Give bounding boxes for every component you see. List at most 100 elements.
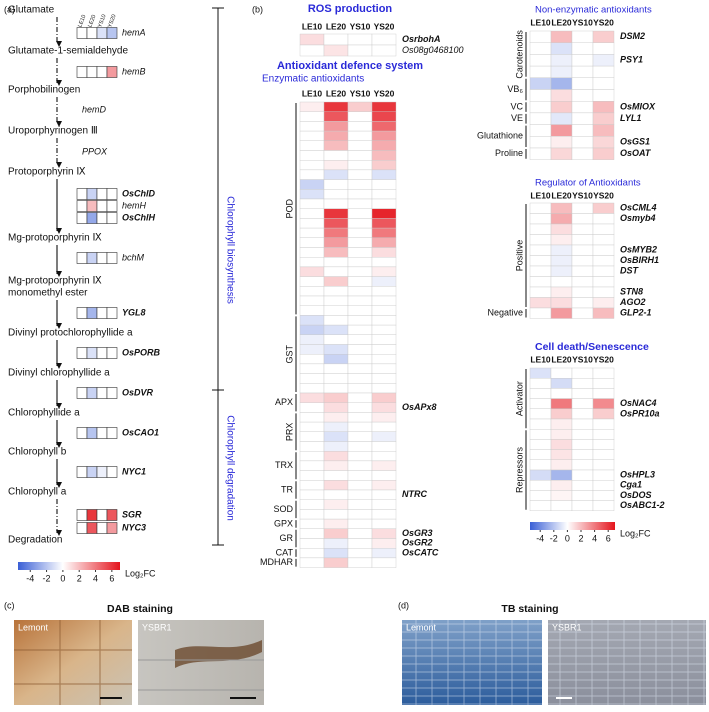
image-label: YSBR1 (142, 622, 172, 632)
compound: Divinyl chlorophyllide a (8, 368, 110, 379)
heatmap-cell (323, 518, 349, 529)
heatmap-cell (347, 324, 373, 336)
heatmap-cell (550, 378, 573, 389)
heatmap-cell (529, 100, 552, 114)
heatmap-cell (550, 136, 573, 149)
heatmap-cell (76, 212, 88, 224)
heatmap-cell (299, 111, 325, 122)
heatmap-cell (299, 499, 325, 510)
heatmap-cell (96, 188, 108, 200)
heatmap-cell (323, 237, 349, 248)
heatmap-cell (76, 427, 88, 439)
gene-label: hemH (122, 200, 147, 210)
heatmap-cell (529, 124, 552, 137)
heatmap-cell (347, 528, 373, 539)
panel-label: (d) (398, 600, 409, 610)
heatmap-cell (323, 528, 349, 539)
heatmap-cell (86, 509, 98, 521)
heatmap-cell (550, 42, 573, 55)
heatmap-cell (592, 378, 615, 389)
column-header: LE20 (326, 88, 347, 98)
heatmap-cell (106, 252, 118, 264)
heatmap-cell (371, 480, 397, 491)
heatmap-cell (96, 466, 108, 478)
heatmap-cell (550, 77, 573, 90)
heatmap-cell (529, 244, 552, 256)
heatmap-cell (106, 522, 118, 534)
gene-label: Os08g0468100 (402, 45, 464, 55)
heatmap-cell (592, 42, 615, 55)
panel-label: (c) (4, 600, 15, 610)
colorbar-tick-label: 2 (578, 533, 583, 543)
gene-label: OsABC1-2 (620, 500, 665, 510)
heatmap-cell (571, 459, 594, 471)
heatmap-cell (347, 169, 373, 180)
gene-label: OsOAT (620, 148, 652, 158)
gene-label: OsDVR (122, 387, 154, 397)
micrograph (548, 620, 706, 705)
heatmap-cell (323, 101, 349, 112)
heatmap-cell (371, 111, 397, 122)
heatmap-cell (299, 470, 325, 481)
column-header: LE20 (551, 354, 572, 364)
heatmap-cell (592, 30, 615, 43)
heatmap-cell (347, 412, 373, 423)
column-header: LE10 (530, 354, 551, 364)
heatmap-cell (347, 441, 373, 452)
heatmap-cell (371, 441, 397, 452)
heatmap-cell (347, 451, 373, 462)
compound: Divinyl protochlorophyllide a (8, 328, 133, 339)
heatmap-cell (371, 324, 397, 336)
heatmap-cell (323, 460, 349, 471)
panel-title: TB staining (501, 603, 558, 615)
heatmap-cell (347, 344, 373, 355)
heatmap-cell (592, 500, 615, 512)
heatmap-cell (323, 344, 349, 355)
heatmap-cell (106, 27, 118, 39)
heatmap-cell (592, 54, 615, 67)
heatmap-cell (571, 500, 594, 512)
heatmap-cell (96, 347, 108, 359)
heatmap-cell (347, 305, 373, 316)
heatmap-cell (371, 373, 397, 384)
heatmap-cell (371, 276, 397, 287)
heatmap-cell (323, 509, 349, 520)
heatmap-cell (347, 286, 373, 297)
gene-label: NYC1 (122, 466, 146, 476)
column-header: LE20 (326, 21, 347, 31)
column-header: LE10 (302, 88, 323, 98)
panel-label: (a) (4, 4, 15, 14)
gene-label: OsHPL3 (620, 469, 655, 479)
heatmap-cell (299, 451, 325, 462)
gene-label: hemD (82, 104, 107, 114)
heatmap-cell (550, 265, 573, 277)
compound: Chlorophyllide a (8, 408, 80, 419)
heatmap-cell (529, 223, 552, 235)
heatmap-cell (347, 548, 373, 559)
colorbar-tick-label: 0 (565, 533, 570, 543)
compound: Mg-protoporphyrin Ⅸ (8, 233, 102, 244)
heatmap-cell (371, 431, 397, 442)
colorbar-tick-label: 6 (606, 533, 611, 543)
heatmap-cell (323, 392, 349, 403)
heatmap-cell (371, 208, 397, 219)
heatmap-cell (371, 218, 397, 229)
column-header: YS20 (593, 190, 614, 200)
heatmap-cell (571, 255, 594, 267)
gene-label: AGO2 (619, 297, 646, 307)
heatmap-cell (571, 307, 594, 319)
colorbar-tick-label: -4 (536, 533, 544, 543)
heatmap-cell (550, 408, 573, 420)
heatmap-cell (347, 189, 373, 200)
heatmap-cell (323, 227, 349, 239)
heatmap-cell (299, 295, 325, 306)
compound: Glutamate (8, 5, 55, 16)
heatmap-cell (371, 518, 397, 529)
heatmap-cell (529, 408, 552, 420)
heatmap-cell (299, 334, 325, 345)
heatmap-cell (371, 266, 397, 277)
heatmap-cell (323, 130, 349, 142)
heatmap-cell (371, 140, 397, 151)
heatmap-cell (347, 111, 373, 122)
heatmap-cell (529, 429, 552, 440)
